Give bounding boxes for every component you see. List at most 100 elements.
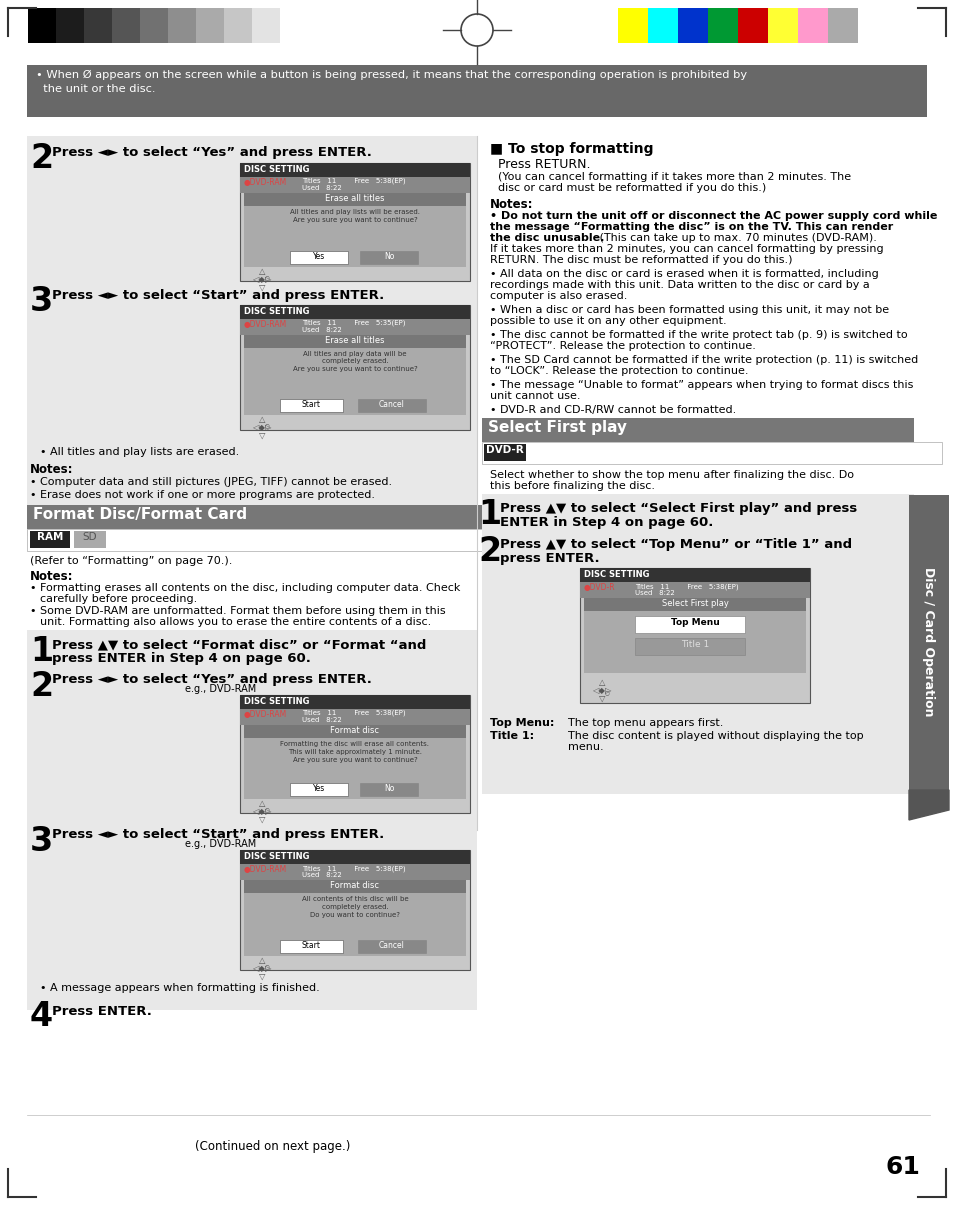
Bar (244, 335, 465, 348)
Bar (357, 399, 426, 412)
Text: ●DVD-R: ●DVD-R (583, 583, 615, 592)
Bar (767, 8, 797, 43)
Text: SD: SD (83, 531, 97, 542)
Text: DISC SETTING: DISC SETTING (244, 696, 309, 706)
Text: • When a disc or card has been formatted using this unit, it may not be: • When a disc or card has been formatted… (490, 305, 888, 315)
Text: completely erased.: completely erased. (321, 904, 388, 910)
Text: Top Menu: Top Menu (670, 618, 719, 627)
Text: ○: ○ (264, 964, 269, 969)
Text: Select First play: Select First play (660, 599, 728, 609)
Text: △
◁◆▷
▽: △ ◁◆▷ ▽ (252, 956, 272, 981)
Text: Select First play: Select First play (488, 421, 626, 435)
Bar (583, 598, 805, 674)
Text: △
◁◆▷
▽: △ ◁◆▷ ▽ (252, 799, 272, 824)
Text: Titles   11        Free   5:38(EP): Titles 11 Free 5:38(EP) (635, 583, 738, 589)
Text: unit cannot use.: unit cannot use. (490, 390, 579, 401)
Text: Titles   11        Free   5:35(EP): Titles 11 Free 5:35(EP) (302, 321, 405, 327)
Bar (647, 8, 678, 43)
Bar (280, 399, 343, 412)
Text: Press ◄► to select “Start” and press ENTER.: Press ◄► to select “Start” and press ENT… (52, 828, 384, 841)
Text: • The SD Card cannot be formatted if the write protection (p. 11) is switched: • The SD Card cannot be formatted if the… (490, 355, 918, 365)
Text: Disc / Card Operation: Disc / Card Operation (922, 568, 935, 717)
Text: carefully before proceeding.: carefully before proceeding. (40, 594, 197, 604)
Text: Titles   11        Free   5:38(EP): Titles 11 Free 5:38(EP) (302, 178, 405, 184)
Bar (240, 850, 470, 864)
Text: ENTER in Step 4 on page 60.: ENTER in Step 4 on page 60. (499, 516, 713, 529)
Text: ●DVD-RAM: ●DVD-RAM (244, 321, 287, 329)
Text: ○: ○ (264, 275, 269, 280)
Bar (579, 582, 809, 598)
Text: 4: 4 (30, 1000, 53, 1033)
Bar (827, 8, 857, 43)
Text: • Formatting erases all contents on the disc, including computer data. Check: • Formatting erases all contents on the … (30, 583, 460, 593)
Bar (27, 136, 476, 536)
Text: Notes:: Notes: (490, 198, 533, 211)
Text: Press ◄► to select “Yes” and press ENTER.: Press ◄► to select “Yes” and press ENTER… (52, 146, 372, 159)
Text: • When Ø appears on the screen while a button is being pressed, it means that th: • When Ø appears on the screen while a b… (36, 70, 746, 94)
Bar (252, 8, 280, 43)
Text: 61: 61 (884, 1156, 919, 1178)
Text: • Computer data and still pictures (JPEG, TIFF) cannot be erased.: • Computer data and still pictures (JPEG… (30, 477, 392, 487)
Text: computer is also erased.: computer is also erased. (490, 290, 627, 301)
Bar (481, 418, 913, 442)
Text: △
◁◆▷
▽: △ ◁◆▷ ▽ (252, 415, 272, 440)
Text: Select whether to show the top menu after finalizing the disc. Do: Select whether to show the top menu afte… (490, 470, 853, 480)
Bar (240, 864, 470, 880)
Text: Used   8:22: Used 8:22 (302, 872, 341, 878)
Text: Erase all titles: Erase all titles (325, 336, 384, 345)
Text: ○: ○ (264, 423, 269, 428)
Text: • The disc cannot be formatted if the write protect tab (p. 9) is switched to: • The disc cannot be formatted if the wr… (490, 330, 906, 340)
Bar (56, 8, 84, 43)
Text: RETURN. The disc must be reformatted if you do this.): RETURN. The disc must be reformatted if … (490, 255, 792, 265)
Bar (84, 8, 112, 43)
Bar (635, 616, 744, 633)
Bar (27, 630, 476, 1010)
Text: Yes: Yes (313, 784, 325, 793)
Text: Used   8:22: Used 8:22 (635, 590, 674, 596)
Text: ■ To stop formatting: ■ To stop formatting (490, 142, 653, 155)
Bar (240, 305, 470, 430)
Text: • DVD-R and CD-R/RW cannot be formatted.: • DVD-R and CD-R/RW cannot be formatted. (490, 405, 736, 415)
Bar (244, 725, 465, 781)
Bar (583, 598, 805, 611)
Bar (290, 783, 348, 797)
Text: • The message “Unable to format” appears when trying to format discs this: • The message “Unable to format” appears… (490, 380, 912, 390)
Text: 1: 1 (30, 635, 53, 668)
Text: △
◁◆▷
▽: △ ◁◆▷ ▽ (592, 678, 611, 703)
Bar (244, 880, 465, 893)
Bar (30, 531, 70, 548)
Bar (244, 725, 465, 737)
Text: Notes:: Notes: (30, 570, 73, 583)
Bar (195, 8, 224, 43)
Polygon shape (908, 790, 948, 819)
Text: The top menu appears first.: The top menu appears first. (567, 718, 722, 728)
Text: Titles   11        Free   5:38(EP): Titles 11 Free 5:38(EP) (302, 710, 405, 717)
Text: Press ◄► to select “Yes” and press ENTER.: Press ◄► to select “Yes” and press ENTER… (52, 674, 372, 686)
Text: DISC SETTING: DISC SETTING (244, 307, 309, 316)
Text: • Do not turn the unit off or disconnect the AC power supply cord while: • Do not turn the unit off or disconnect… (490, 211, 937, 221)
Bar (618, 8, 647, 43)
Text: • Erase does not work if one or more programs are protected.: • Erase does not work if one or more pro… (30, 490, 375, 500)
Bar (359, 251, 417, 264)
Bar (112, 8, 140, 43)
Text: ●DVD-RAM: ●DVD-RAM (244, 865, 287, 874)
Text: ●DVD-RAM: ●DVD-RAM (244, 178, 287, 187)
Bar (27, 505, 481, 529)
Text: Press RETURN.: Press RETURN. (497, 158, 590, 171)
Bar (240, 305, 470, 319)
Bar (244, 937, 465, 956)
Text: No: No (383, 252, 394, 261)
Bar (290, 251, 348, 264)
Bar (579, 568, 809, 703)
Text: Formatting the disc will erase all contents.: Formatting the disc will erase all conte… (280, 741, 429, 747)
Bar (678, 8, 707, 43)
Bar (168, 8, 195, 43)
Text: possible to use it on any other equipment.: possible to use it on any other equipmen… (490, 316, 726, 327)
Text: Press ▲▼ to select “Format disc” or “Format “and: Press ▲▼ to select “Format disc” or “For… (52, 637, 426, 651)
Text: (Refer to “Formatting” on page 70.).: (Refer to “Formatting” on page 70.). (30, 556, 233, 566)
Text: press ENTER.: press ENTER. (499, 552, 599, 565)
Text: 2: 2 (30, 142, 53, 175)
Text: completely erased.: completely erased. (321, 358, 388, 364)
Text: Yes: Yes (313, 252, 325, 261)
Bar (240, 850, 470, 970)
